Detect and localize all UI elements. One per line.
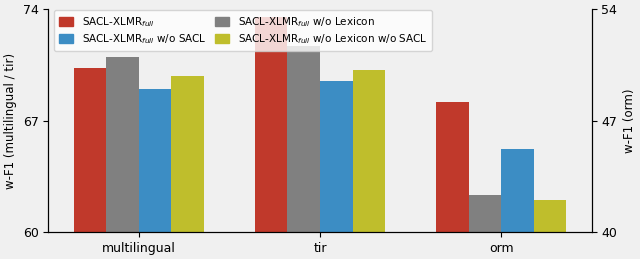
Y-axis label: w-F1 (orm): w-F1 (orm) <box>623 88 636 153</box>
Bar <box>172 76 204 259</box>
Bar <box>320 81 353 259</box>
Y-axis label: w-F1 (multilingual / tir): w-F1 (multilingual / tir) <box>4 53 17 189</box>
Bar <box>139 89 172 259</box>
Bar <box>287 46 320 259</box>
Bar <box>468 196 501 259</box>
Bar <box>106 57 139 259</box>
Bar <box>436 102 468 259</box>
Bar <box>501 149 534 259</box>
Bar <box>255 17 287 259</box>
Bar <box>534 200 566 259</box>
Legend: SACL-XLMR$_{full}$, SACL-XLMR$_{full}$ w/o SACL, SACL-XLMR$_{full}$ w/o Lexicon,: SACL-XLMR$_{full}$, SACL-XLMR$_{full}$ w… <box>54 10 432 51</box>
Bar <box>353 70 385 259</box>
Bar <box>74 68 106 259</box>
